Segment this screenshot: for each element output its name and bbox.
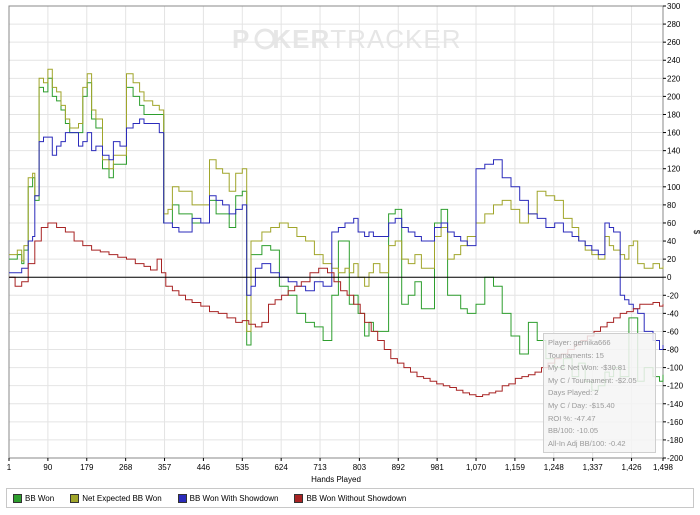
series-line-2 [9, 118, 664, 350]
y-tick-label: 80 [667, 201, 676, 210]
x-tick-label: 1,337 [583, 463, 604, 472]
x-tick-label: 535 [236, 463, 250, 472]
watermark-text-p: P [232, 24, 250, 54]
x-tick-label: 1,248 [544, 463, 565, 472]
x-tick-label: 90 [43, 463, 52, 472]
x-axis-title: Hands Played [311, 475, 361, 484]
series-line-1 [9, 68, 664, 332]
y-tick-label: -120 [667, 382, 684, 391]
y-tick-label: 60 [667, 219, 676, 228]
y-tick-label: -160 [667, 418, 684, 427]
y-tick-label: -20 [667, 291, 679, 300]
y-tick-label: 160 [667, 129, 681, 138]
info-player: Player: gernika666 [548, 338, 611, 347]
y-tick-label: -60 [667, 327, 679, 336]
y-axis-ticks: 3002802602402202001801601401201008060402… [663, 2, 684, 463]
info-roi: ROI %: -47.47 [548, 413, 596, 423]
x-tick-label: 357 [158, 463, 172, 472]
x-tick-label: 1 [7, 463, 12, 472]
pokertracker-watermark: P KERTRACKER [232, 24, 462, 54]
y-tick-label: 240 [667, 56, 681, 65]
y-tick-label: -140 [667, 400, 684, 409]
info-per-tournament: My C / Tournament: -$2.05 [548, 375, 637, 385]
y-tick-label: -180 [667, 436, 684, 445]
legend-swatch-with-showdown [177, 493, 187, 503]
x-tick-label: 179 [80, 463, 94, 472]
y-tick-label: 140 [667, 147, 681, 156]
info-bb100: BB/100: -10.05 [548, 426, 599, 436]
x-tick-label: 1,498 [653, 463, 674, 472]
x-tick-label: 268 [119, 463, 133, 472]
y-tick-label: 220 [667, 74, 681, 83]
y-tick-label: -100 [667, 364, 684, 373]
y-tick-label: 20 [667, 255, 676, 264]
y-tick-label: 200 [667, 92, 681, 101]
y-tick-label: 260 [667, 38, 681, 47]
y-tick-label: 180 [667, 110, 681, 119]
x-tick-label: 624 [274, 463, 288, 472]
legend: BB Won Net Expected BB Won BB Won With S… [6, 488, 694, 508]
y-tick-label: 100 [667, 183, 681, 192]
info-allin-bb100: All-In Adj BB/100: -0.42 [548, 438, 626, 448]
legend-label: BB Won [25, 493, 55, 503]
y-tick-label: -80 [667, 346, 679, 355]
x-tick-label: 713 [313, 463, 327, 472]
y-tick-label: -200 [667, 454, 684, 463]
legend-item-with-showdown[interactable]: BB Won With Showdown [177, 493, 279, 503]
legend-swatch-without-showdown [294, 493, 304, 503]
y-tick-label: 40 [667, 237, 676, 246]
legend-item-net-expected[interactable]: Net Expected BB Won [70, 493, 162, 503]
x-tick-label: 892 [392, 463, 406, 472]
legend-label: BB Won Without Showdown [306, 493, 407, 503]
y-tick-label: 0 [667, 273, 672, 282]
x-tick-label: 446 [197, 463, 211, 472]
legend-label: BB Won With Showdown [189, 493, 279, 503]
legend-swatch-net-expected [70, 493, 80, 503]
y-tick-label: 120 [667, 165, 681, 174]
legend-item-bb-won[interactable]: BB Won [13, 493, 55, 503]
info-days-played: Days Played: 2 [548, 388, 599, 398]
y-tick-label: 280 [667, 20, 681, 29]
info-tournaments: Tournaments: 15 [548, 350, 604, 360]
y-tick-label: 300 [667, 2, 681, 11]
stats-info-box: Player: gernika666 Tournaments: 15 My C … [543, 333, 656, 454]
x-tick-label: 1,070 [466, 463, 487, 472]
legend-item-without-showdown[interactable]: BB Won Without Showdown [294, 493, 407, 503]
watermark-text-tracker: TRACKER [330, 24, 461, 54]
x-axis-ticks: 1 90 179 268 357 446 535 624 713 803 892 981 1,070 1,… [7, 458, 674, 472]
info-per-day: My C / Day: -$15.40 [548, 400, 615, 410]
legend-label: Net Expected BB Won [82, 493, 162, 503]
y-axis-title: $ [692, 230, 700, 235]
y-tick-label: -40 [667, 309, 679, 318]
x-tick-label: 981 [430, 463, 444, 472]
x-tick-label: 1,159 [505, 463, 526, 472]
info-net-won: My C Net Won: -$30.81 [548, 363, 627, 373]
legend-swatch-bb-won [13, 493, 22, 503]
plot-border [8, 5, 664, 459]
watermark-chip-icon [254, 28, 276, 50]
x-tick-label: 1,426 [622, 463, 643, 472]
x-tick-label: 803 [353, 463, 367, 472]
